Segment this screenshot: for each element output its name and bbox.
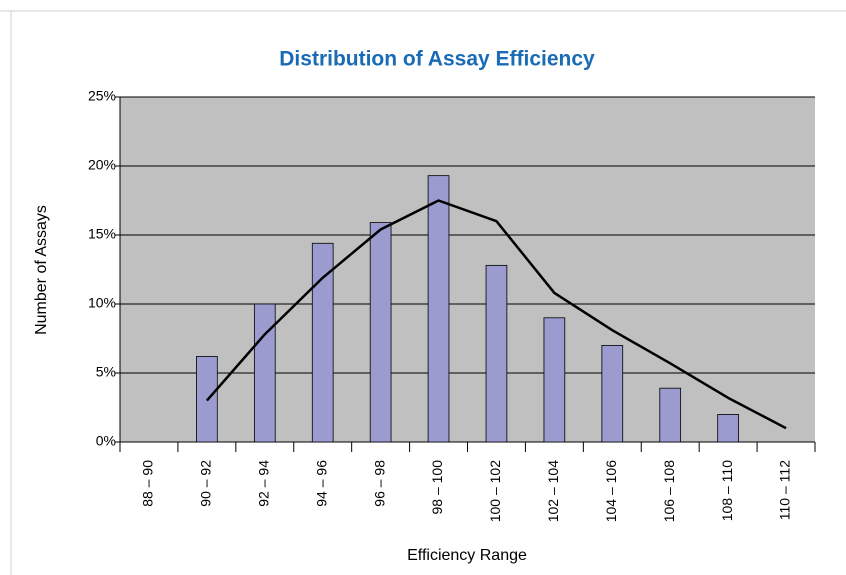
x-tick-label: 92 – 94 (255, 460, 271, 507)
x-tick-label: 98 – 100 (429, 460, 445, 515)
x-tick-label: 100 – 102 (487, 460, 503, 522)
y-tick-label: 10% (88, 295, 116, 311)
bar (311, 242, 334, 443)
x-tick-label: 96 – 98 (371, 460, 387, 507)
bar (543, 317, 566, 443)
y-tick-label: 25% (88, 88, 116, 104)
y-axis-label: Number of Assays (33, 205, 50, 335)
bar (601, 344, 624, 443)
x-tick-label: 88 – 90 (140, 460, 156, 507)
x-tick-label: 102 – 104 (545, 460, 561, 522)
bar (485, 264, 508, 443)
line (205, 199, 787, 430)
x-tick-label: 90 – 92 (198, 460, 214, 507)
plot-area (120, 97, 815, 442)
y-tick-label: 0% (96, 433, 116, 449)
x-tick-label: 108 – 110 (719, 460, 735, 521)
chart-title: Distribution of Assay Efficiency (279, 48, 595, 71)
x-axis-label: Efficiency Range (407, 547, 527, 564)
y-tick-label: 5% (96, 364, 116, 380)
bar (659, 387, 682, 443)
x-tick-label: 106 – 108 (661, 460, 677, 522)
x-tick-label: 94 – 96 (313, 460, 329, 507)
y-tick-label: 20% (88, 157, 116, 173)
bar (717, 413, 739, 443)
x-tick-label: 104 – 106 (603, 460, 619, 522)
bar (427, 175, 450, 443)
bar (253, 303, 276, 443)
bar (369, 222, 392, 443)
y-tick-label: 15% (88, 226, 116, 242)
x-tick-label: 110 – 112 (777, 460, 793, 520)
